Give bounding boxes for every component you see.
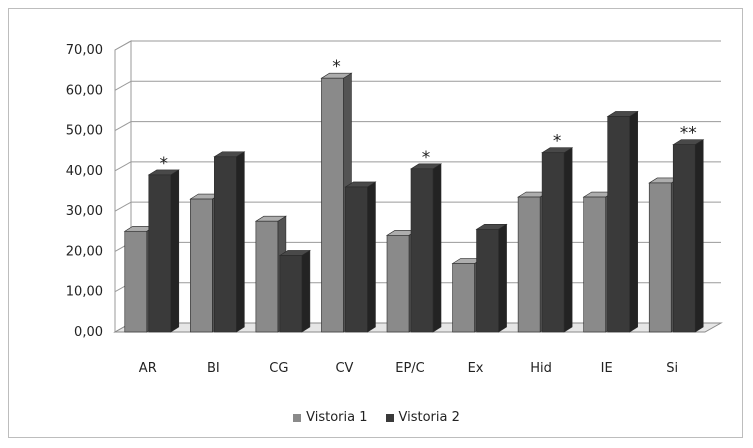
bar-side xyxy=(301,249,311,333)
y-tick-label-3: 30,00 xyxy=(66,204,103,219)
gridline-depth-5 xyxy=(114,121,132,132)
bar-front xyxy=(321,77,344,333)
bar-front xyxy=(148,174,172,333)
legend-label-series-2: Vistoria 2 xyxy=(398,410,460,425)
gridline-depth-6 xyxy=(114,80,132,91)
y-tick-label-0: 0,00 xyxy=(74,325,103,340)
legend-item-series-1: Vistoria 1 xyxy=(293,410,368,425)
bar-front xyxy=(583,196,606,333)
annotation-2: * xyxy=(422,148,431,168)
bar-front xyxy=(452,263,475,333)
bar-side xyxy=(170,169,180,333)
bar-side xyxy=(498,223,507,333)
x-tick-label-3: CV xyxy=(335,361,353,376)
x-tick-label-8: Si xyxy=(666,361,678,376)
x-tick-label-2: CG xyxy=(269,361,288,376)
y-tick-label-1: 10,00 xyxy=(66,285,103,300)
bar-front xyxy=(214,156,237,333)
annotation-0: * xyxy=(160,154,169,174)
x-tick-label-7: IE xyxy=(601,361,613,376)
bar-front xyxy=(607,116,630,333)
bar-front xyxy=(672,144,696,333)
bar-front xyxy=(541,152,565,333)
annotation-1: * xyxy=(332,57,341,77)
bar-ie-series-2 xyxy=(606,110,639,333)
bar-front xyxy=(517,196,541,333)
x-tick-label-1: BI xyxy=(207,361,220,376)
x-tick-label-5: Ex xyxy=(468,361,484,376)
x-tick-label-6: Hid xyxy=(530,361,552,376)
bar-front xyxy=(648,182,672,333)
bar-side xyxy=(629,110,638,333)
legend-label-series-1: Vistoria 1 xyxy=(306,410,368,425)
bar-epc-series-2 xyxy=(409,163,443,333)
annotation-3: * xyxy=(553,132,562,152)
bar-ar-series-2 xyxy=(147,169,180,333)
annotation-4: ** xyxy=(680,124,697,144)
bar-front xyxy=(124,230,148,333)
gridline-depth-4 xyxy=(114,161,132,172)
legend: Vistoria 1 Vistoria 2 xyxy=(0,410,753,425)
gridline-depth-3 xyxy=(114,201,132,212)
legend-item-series-2: Vistoria 2 xyxy=(385,410,460,425)
bar-side xyxy=(563,147,573,333)
bar-bi-series-2 xyxy=(213,151,246,333)
y-tick-label-6: 60,00 xyxy=(66,83,103,98)
bar-side xyxy=(432,163,442,333)
legend-swatch-series-2 xyxy=(385,413,394,422)
bar-cg-series-2 xyxy=(278,249,311,333)
y-tick-label-2: 20,00 xyxy=(66,244,103,259)
bar-front xyxy=(345,186,368,333)
bar-front xyxy=(476,228,499,333)
y-tick-label-4: 40,00 xyxy=(66,164,103,179)
bar-front xyxy=(190,198,213,333)
bar-hid-series-2 xyxy=(541,147,574,333)
bar-front xyxy=(255,220,279,333)
gridline-depth-7 xyxy=(114,40,132,51)
legend-swatch-series-1 xyxy=(293,413,302,422)
bar-side xyxy=(694,139,704,333)
bar-front xyxy=(279,255,303,333)
bar-front xyxy=(410,168,434,333)
bar-front xyxy=(386,235,410,333)
bar-ex-series-2 xyxy=(475,223,508,333)
bar-si-series-2 xyxy=(672,139,705,333)
y-tick-label-7: 70,00 xyxy=(66,43,103,58)
bar-side xyxy=(236,151,245,333)
bar-side xyxy=(367,181,376,333)
y-tick-label-5: 50,00 xyxy=(66,124,103,139)
x-tick-label-0: AR xyxy=(139,361,157,376)
x-tick-label-4: EP/C xyxy=(395,361,425,376)
bar-cv-series-2 xyxy=(344,181,377,333)
